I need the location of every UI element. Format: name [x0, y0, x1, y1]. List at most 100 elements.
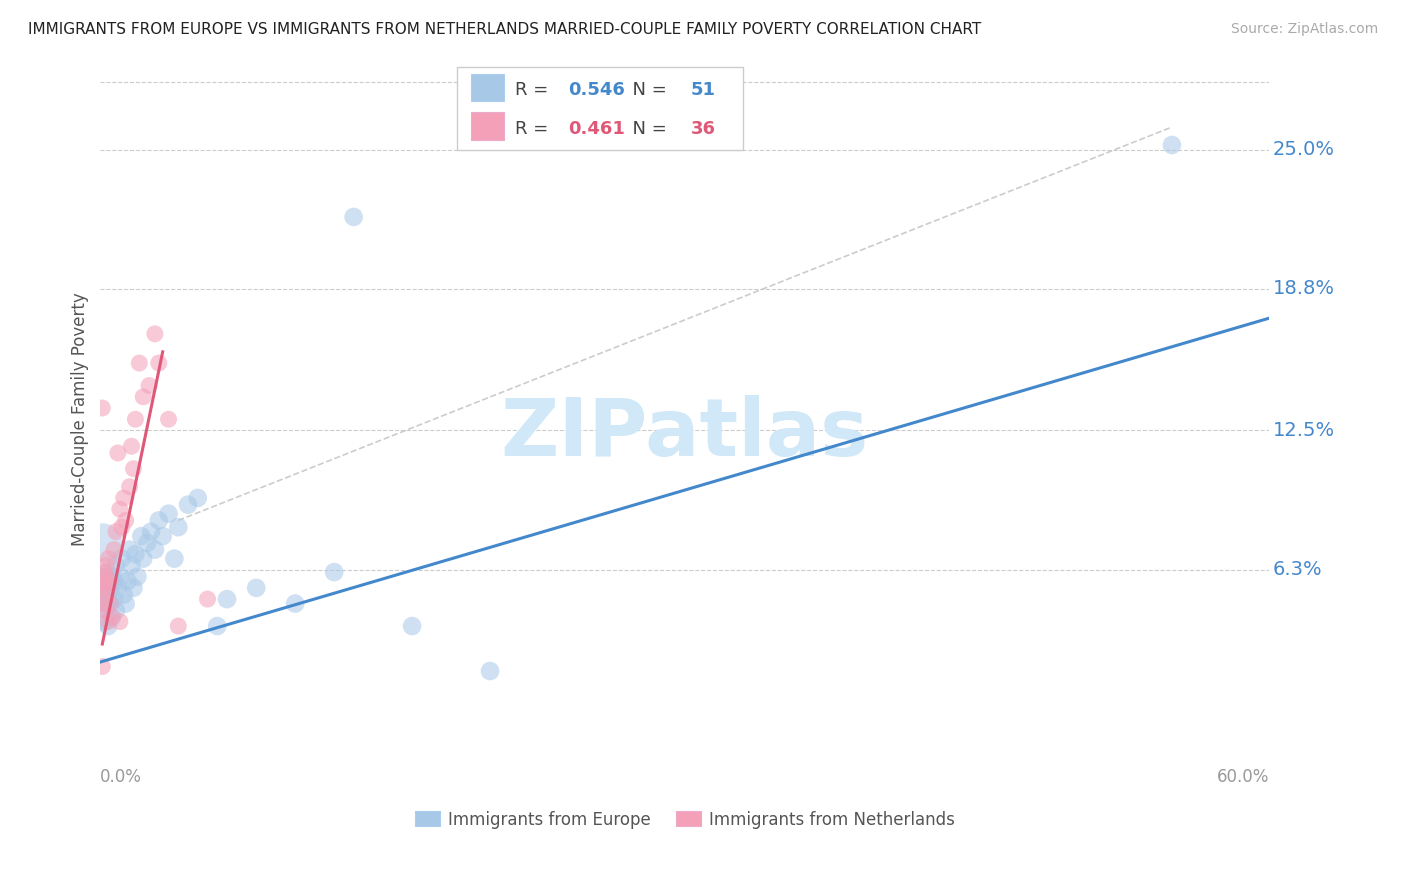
Point	[101, 610, 124, 624]
Point	[93, 597, 115, 611]
Point	[108, 615, 131, 629]
Point	[152, 529, 174, 543]
Point	[479, 664, 502, 678]
Point	[136, 536, 159, 550]
Point	[101, 610, 124, 624]
Text: R =: R =	[516, 120, 554, 138]
Point	[91, 659, 114, 673]
Point	[91, 401, 114, 415]
Point	[91, 569, 114, 583]
Point	[245, 581, 267, 595]
Point	[97, 565, 120, 579]
Point	[96, 569, 118, 583]
Point	[167, 520, 190, 534]
Point	[118, 542, 141, 557]
Point	[124, 412, 146, 426]
Point	[187, 491, 209, 505]
Point	[111, 520, 134, 534]
Point	[91, 536, 114, 550]
Point	[122, 461, 145, 475]
Text: IMMIGRANTS FROM EUROPE VS IMMIGRANTS FROM NETHERLANDS MARRIED-COUPLE FAMILY POVE: IMMIGRANTS FROM EUROPE VS IMMIGRANTS FRO…	[28, 22, 981, 37]
Point	[97, 615, 120, 629]
Point	[97, 581, 120, 595]
Point	[143, 326, 166, 341]
Point	[93, 565, 115, 579]
Point	[96, 558, 118, 573]
Text: 0.461: 0.461	[568, 120, 624, 138]
Y-axis label: Married-Couple Family Poverty: Married-Couple Family Poverty	[72, 293, 89, 546]
Point	[93, 615, 115, 629]
Point	[112, 491, 135, 505]
Point	[197, 592, 219, 607]
Point	[121, 558, 143, 573]
Point	[93, 603, 115, 617]
Point	[401, 619, 423, 633]
Point	[96, 588, 118, 602]
Point	[207, 619, 229, 633]
Text: 0.0%: 0.0%	[100, 768, 142, 786]
Point	[284, 597, 307, 611]
Point	[108, 502, 131, 516]
Text: 60.0%: 60.0%	[1218, 768, 1270, 786]
Point	[108, 569, 131, 583]
Point	[98, 597, 121, 611]
Point	[117, 574, 139, 588]
Point	[103, 574, 125, 588]
Text: ZIPatlas: ZIPatlas	[501, 394, 869, 473]
Point	[98, 574, 121, 588]
Text: 12.5%: 12.5%	[1272, 421, 1336, 440]
Point	[101, 569, 124, 583]
Point	[127, 569, 149, 583]
Point	[215, 592, 238, 607]
Point	[139, 524, 162, 539]
Legend: Immigrants from Europe, Immigrants from Netherlands: Immigrants from Europe, Immigrants from …	[408, 804, 962, 835]
FancyBboxPatch shape	[457, 67, 744, 150]
Point	[124, 547, 146, 561]
Point	[107, 446, 129, 460]
Point	[121, 439, 143, 453]
Point	[132, 551, 155, 566]
Point	[91, 581, 114, 595]
Point	[104, 558, 127, 573]
Point	[128, 356, 150, 370]
Text: 25.0%: 25.0%	[1272, 140, 1334, 159]
Point	[97, 551, 120, 566]
Text: 18.8%: 18.8%	[1272, 279, 1334, 299]
Point	[114, 597, 136, 611]
Point	[97, 619, 120, 633]
Text: N =: N =	[620, 120, 672, 138]
Point	[97, 592, 120, 607]
Text: 36: 36	[690, 120, 716, 138]
Point	[122, 581, 145, 595]
Text: N =: N =	[620, 81, 672, 99]
Point	[107, 581, 129, 595]
Text: 0.546: 0.546	[568, 81, 624, 99]
Text: 51: 51	[690, 81, 716, 99]
Point	[118, 480, 141, 494]
Point	[93, 581, 115, 595]
Point	[129, 529, 152, 543]
Point	[148, 513, 170, 527]
Text: Source: ZipAtlas.com: Source: ZipAtlas.com	[1230, 22, 1378, 37]
Point	[323, 565, 346, 579]
Point	[138, 378, 160, 392]
Point	[132, 390, 155, 404]
Point	[98, 597, 121, 611]
Point	[177, 498, 200, 512]
FancyBboxPatch shape	[471, 73, 503, 101]
Point	[1161, 138, 1184, 153]
Point	[148, 356, 170, 370]
Text: 6.3%: 6.3%	[1272, 560, 1323, 580]
Point	[91, 592, 114, 607]
Point	[96, 588, 118, 602]
Point	[111, 551, 134, 566]
Text: R =: R =	[516, 81, 554, 99]
Point	[96, 574, 118, 588]
Point	[112, 588, 135, 602]
Point	[96, 603, 118, 617]
Point	[343, 210, 366, 224]
Point	[103, 542, 125, 557]
Point	[143, 542, 166, 557]
Point	[93, 574, 115, 588]
Point	[167, 619, 190, 633]
